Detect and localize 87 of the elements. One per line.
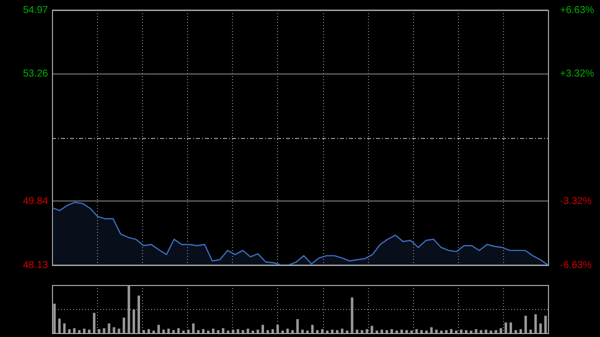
bar (197, 330, 200, 333)
bar (321, 329, 324, 333)
bar (63, 323, 66, 333)
bar (514, 330, 517, 333)
bar (286, 328, 289, 333)
bar (83, 328, 86, 333)
bar (390, 329, 393, 333)
bar (276, 324, 279, 333)
bar (356, 330, 358, 333)
bar (246, 328, 250, 333)
bar (266, 330, 269, 333)
bar (311, 324, 314, 333)
bar (177, 328, 180, 333)
bar (172, 330, 175, 333)
bar (380, 330, 384, 333)
y-tick-label: 54.97 (22, 4, 48, 16)
bar (405, 330, 408, 333)
bar (262, 324, 264, 333)
bar (128, 285, 130, 333)
bar (73, 328, 76, 333)
bar (316, 330, 319, 333)
bar (92, 312, 96, 333)
bar (400, 330, 403, 333)
bar (500, 328, 502, 333)
y2-tick-label: +6.63% (560, 4, 594, 16)
bar (420, 330, 423, 333)
y-tick-label: 48.13 (22, 260, 48, 271)
bar (524, 316, 527, 333)
bar (167, 328, 170, 333)
bar (212, 328, 214, 333)
bar (494, 330, 498, 333)
bar (331, 330, 334, 333)
bar (98, 329, 100, 333)
bar (53, 304, 56, 333)
bar (336, 330, 338, 333)
bar (192, 323, 195, 333)
bar (529, 330, 532, 333)
bar (534, 314, 537, 333)
bar (504, 322, 508, 333)
bar (58, 318, 61, 333)
bar (88, 330, 90, 333)
bar (386, 330, 388, 333)
bar (301, 330, 304, 333)
bar (445, 330, 448, 333)
bar (102, 328, 106, 333)
bar (519, 329, 522, 333)
bar (162, 330, 165, 333)
bar (118, 328, 120, 333)
bar (232, 330, 234, 333)
bar (122, 318, 126, 333)
bar (340, 328, 344, 333)
bar (147, 329, 150, 333)
bar (132, 309, 136, 333)
bar (544, 316, 547, 333)
bar (435, 330, 438, 333)
bar (415, 329, 418, 333)
bar (138, 296, 140, 333)
bar (539, 323, 542, 333)
bar (430, 327, 433, 333)
bar (142, 330, 145, 333)
bar (256, 330, 260, 333)
bar (510, 322, 512, 333)
bar (464, 330, 468, 333)
bar (68, 329, 71, 333)
bar (271, 329, 274, 333)
bar (366, 329, 368, 333)
bar (78, 330, 81, 333)
bar (350, 297, 354, 333)
bar (202, 329, 205, 333)
bar (460, 330, 462, 333)
bar (370, 326, 374, 333)
bar (450, 329, 453, 333)
bar (480, 330, 482, 333)
bar (474, 329, 478, 333)
bar (222, 328, 224, 333)
bar (187, 330, 190, 333)
bar (296, 319, 299, 333)
bar (108, 323, 110, 333)
y2-tick-label: -6.63% (560, 260, 592, 271)
bar (216, 330, 220, 333)
y2-tick-label: +3.32% (560, 68, 594, 80)
bar (242, 330, 244, 333)
bar (157, 324, 160, 333)
y-tick-label: 53.26 (22, 68, 48, 80)
y2-tick-label: -3.32% (560, 196, 592, 208)
bar (291, 330, 294, 333)
y-tick-label: 49.84 (22, 196, 48, 207)
